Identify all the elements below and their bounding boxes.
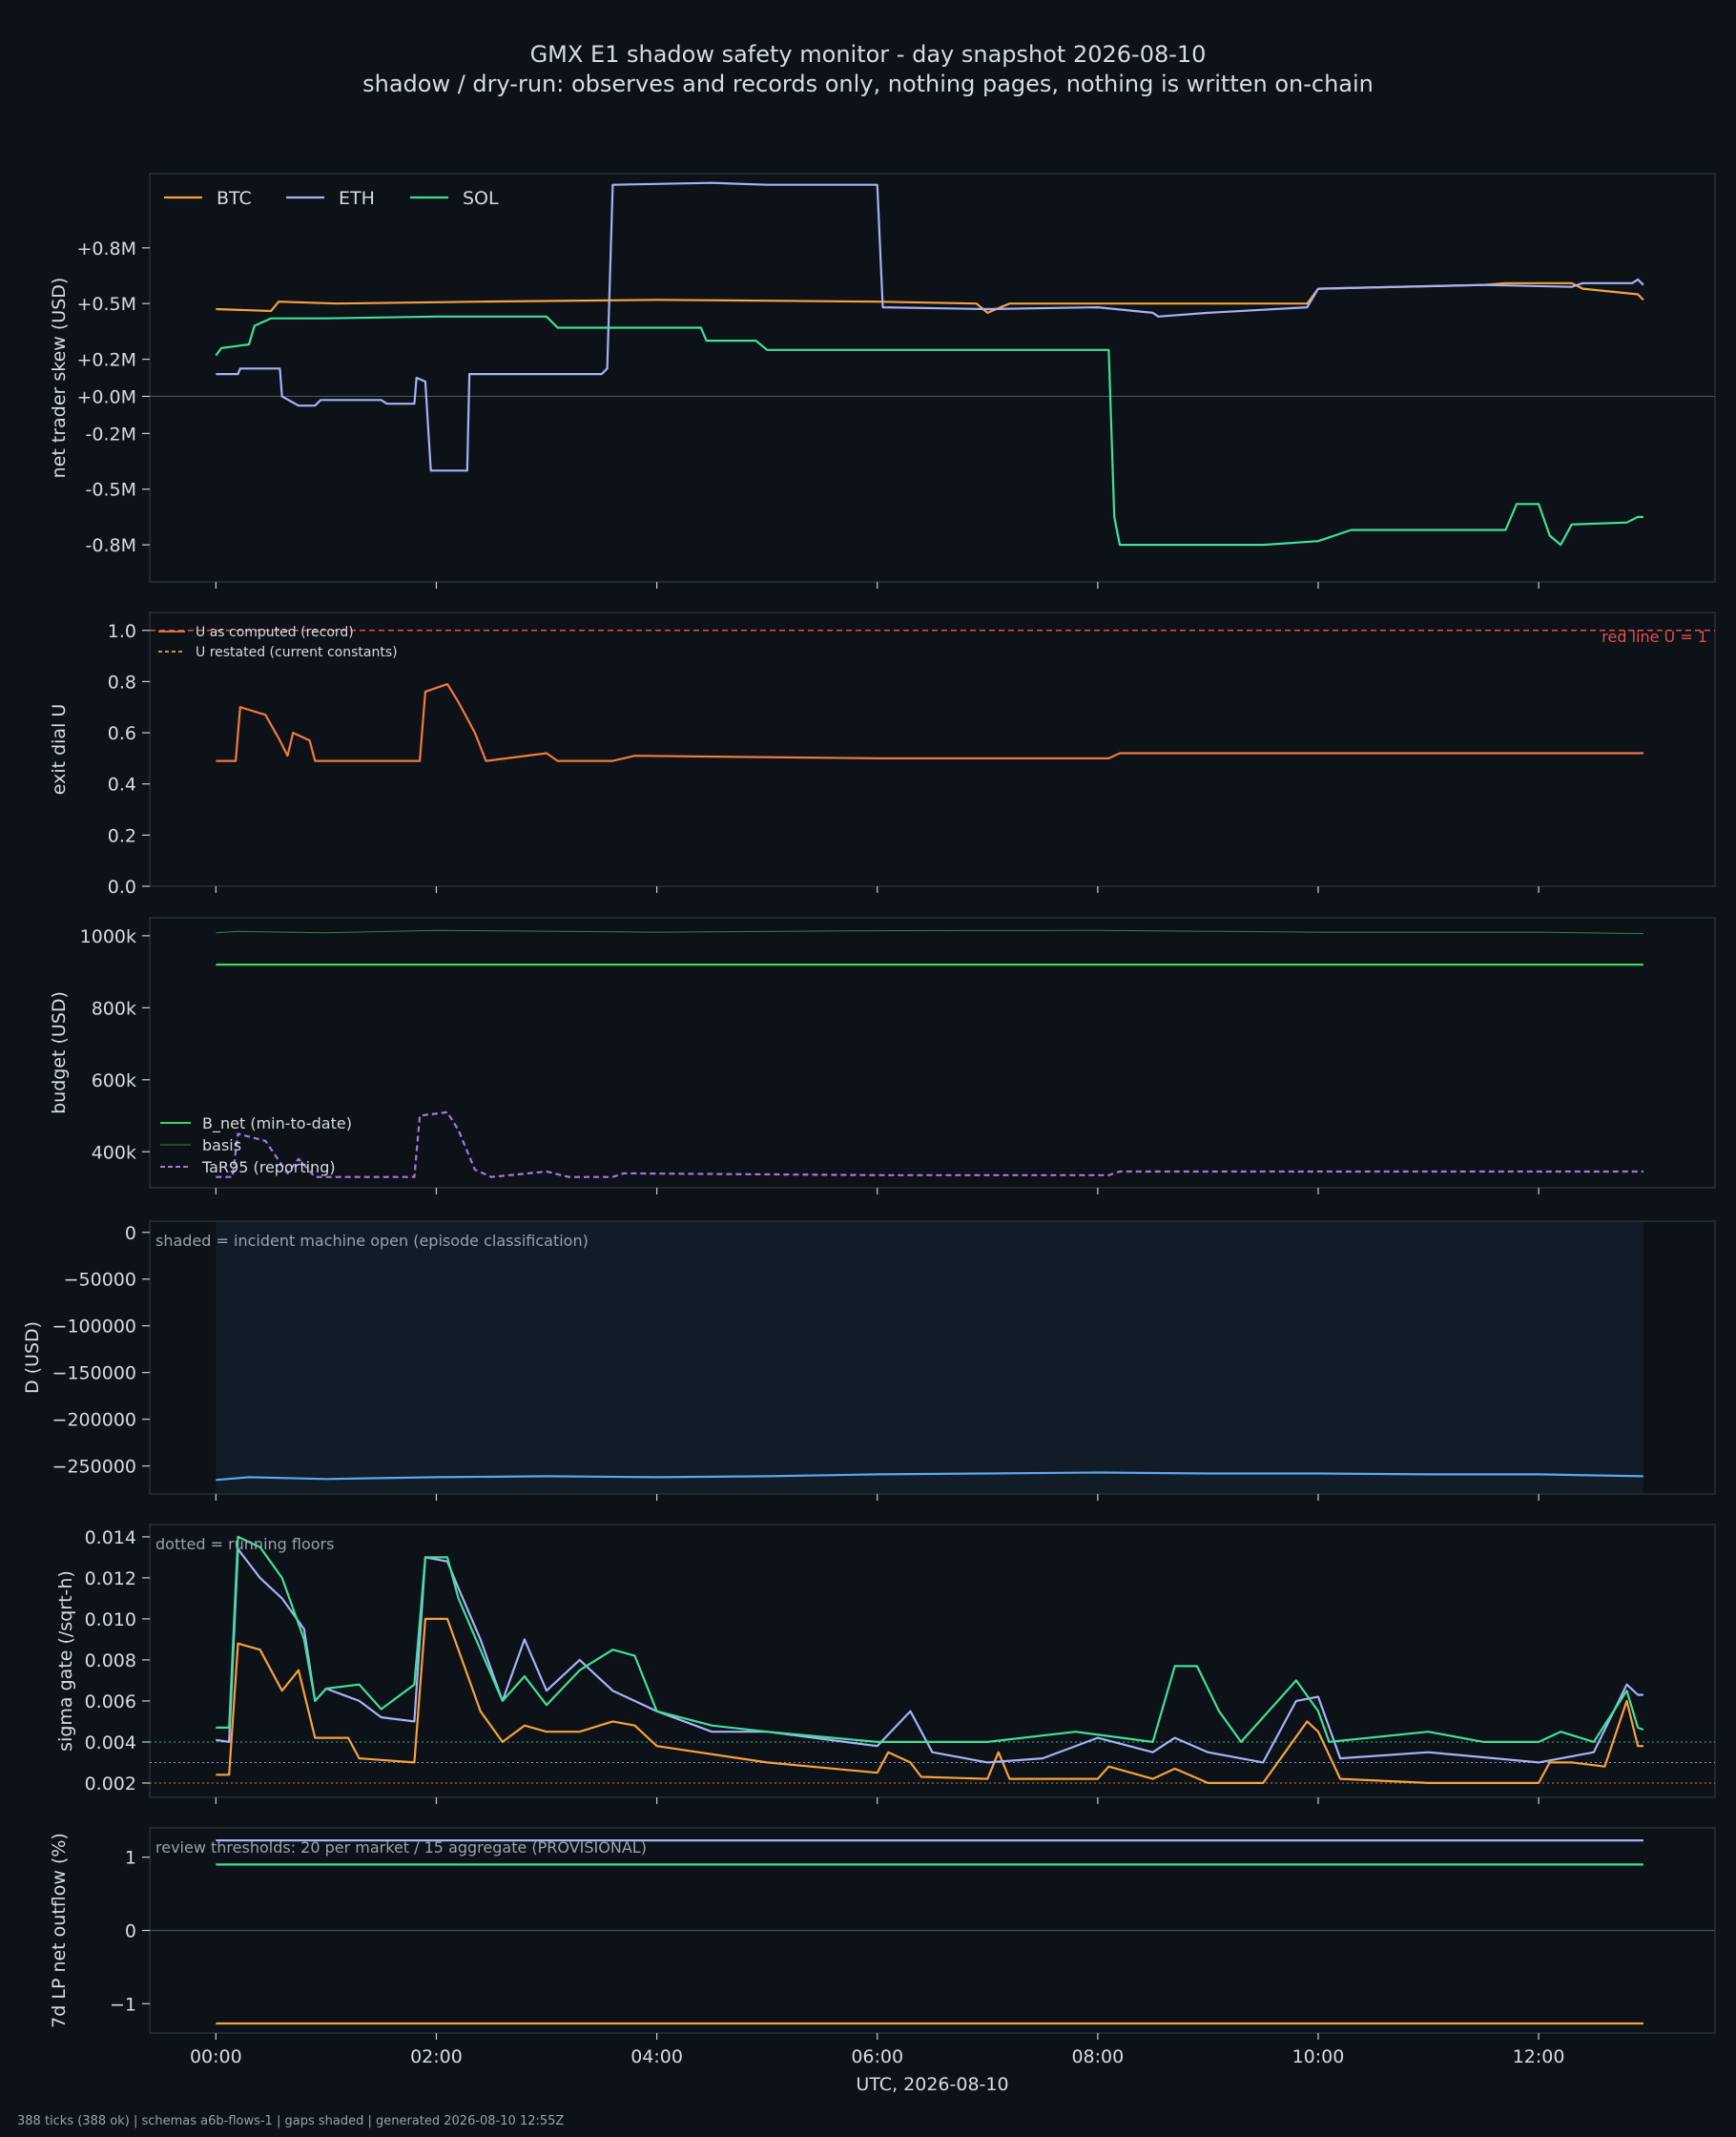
panel-frame-2 (149, 612, 1716, 887)
y-axis-label: net trader skew (USD) (49, 278, 70, 479)
y-tick-label: +0.8M (76, 239, 136, 259)
y-tick-label: 1000k (80, 926, 136, 947)
y-tick-label: 0.002 (85, 1774, 136, 1795)
y-tick-label: 0.014 (85, 1527, 136, 1548)
panel-frame-3 (149, 917, 1716, 1189)
legend-label-eth: ETH (339, 188, 375, 209)
series-line-sol (216, 1535, 1644, 1743)
x-tick-label: 10:00 (1292, 2046, 1345, 2067)
legend-label-u-restated-current-constants: U restated (current constants) (196, 645, 398, 660)
y-tick-label: 0 (125, 1921, 136, 1942)
y-tick-label: -0.2M (86, 424, 136, 445)
y-tick-label: −50000 (64, 1270, 136, 1291)
y-tick-label: 0.004 (85, 1732, 136, 1753)
y-tick-label: 0.008 (85, 1650, 136, 1671)
y-axis-label: D (USD) (22, 1321, 43, 1394)
y-tick-label: 400k (92, 1142, 136, 1163)
y-tick-label: 0.6 (108, 723, 136, 744)
legend-label-u-as-computed-record: U as computed (record) (196, 625, 354, 640)
y-tick-label: −200000 (52, 1410, 136, 1431)
chart-subtitle: shadow / dry-run: observes and records o… (362, 71, 1374, 97)
legend-label-b-net-min-to-date: B_net (min-to-date) (202, 1114, 352, 1133)
y-tick-label: -0.8M (86, 535, 136, 556)
y-tick-label: 0.4 (108, 775, 136, 796)
y-tick-label: 0.0 (108, 877, 136, 898)
y-tick-label: -0.5M (86, 480, 136, 501)
series-line-d (216, 1471, 1643, 1482)
x-axis-label: UTC, 2026-08-10 (856, 2074, 1008, 2095)
legend-label-btc: BTC (217, 188, 252, 209)
panel-annotation: dotted = running floors (155, 1535, 334, 1553)
y-tick-label: 600k (92, 1070, 136, 1091)
panel-frame-1 (149, 173, 1716, 583)
y-tick-label: +0.0M (76, 386, 136, 407)
y-axis-label: sigma gate (/sqrt-h) (55, 1570, 76, 1752)
y-axis-label: 7d LP net outflow (%) (49, 1833, 70, 2028)
series-line-btc (216, 1617, 1643, 1784)
y-tick-label: −100000 (52, 1317, 136, 1338)
footer-status: 388 ticks (388 ok) | schemas a6b-flows-1… (17, 2114, 565, 2128)
y-tick-label: −150000 (52, 1363, 136, 1384)
y-axis-label: exit dial U (49, 704, 70, 796)
x-tick-label: 04:00 (630, 2046, 683, 2067)
legend-label-tar95-reporting: TaR95 (reporting) (201, 1158, 336, 1176)
x-tick-label: 00:00 (190, 2046, 242, 2067)
y-tick-label: 0.8 (108, 672, 136, 693)
y-tick-label: 0 (125, 1223, 136, 1244)
y-tick-label: 1 (125, 1848, 136, 1869)
y-tick-label: 0.006 (85, 1691, 136, 1712)
y-tick-label: 0.2 (108, 825, 136, 846)
y-tick-label: 800k (92, 998, 136, 1019)
y-tick-label: 0.010 (85, 1609, 136, 1630)
x-tick-label: 06:00 (851, 2046, 903, 2067)
series-line-eth (216, 181, 1644, 472)
series-line-basis (216, 929, 1643, 935)
x-tick-label: 12:00 (1513, 2046, 1565, 2067)
series-line-u-as-computed-record (216, 683, 1643, 762)
series-line-btc (216, 281, 1644, 314)
y-tick-label: +0.5M (76, 294, 136, 315)
incident-shade (216, 1222, 1643, 1493)
panel-annotation: review thresholds: 20 per market / 15 ag… (155, 1838, 647, 1857)
redline-label: red line U = 1 (1602, 628, 1707, 646)
y-tick-label: +0.2M (76, 350, 136, 371)
legend-label-basis: basis (202, 1136, 241, 1154)
x-tick-label: 02:00 (410, 2046, 463, 2067)
series-line-sol (215, 315, 1643, 547)
chart-title: GMX E1 shadow safety monitor - day snaps… (529, 41, 1207, 68)
y-tick-label: −1 (110, 1994, 136, 2015)
y-axis-label: budget (USD) (49, 991, 70, 1114)
x-tick-label: 08:00 (1071, 2046, 1124, 2067)
y-tick-label: 0.012 (85, 1568, 136, 1589)
panel-annotation: shaded = incident machine open (episode … (155, 1232, 589, 1250)
y-tick-label: 1.0 (108, 621, 136, 642)
y-tick-label: −250000 (52, 1457, 136, 1478)
legend-label-sol: SOL (463, 188, 499, 209)
